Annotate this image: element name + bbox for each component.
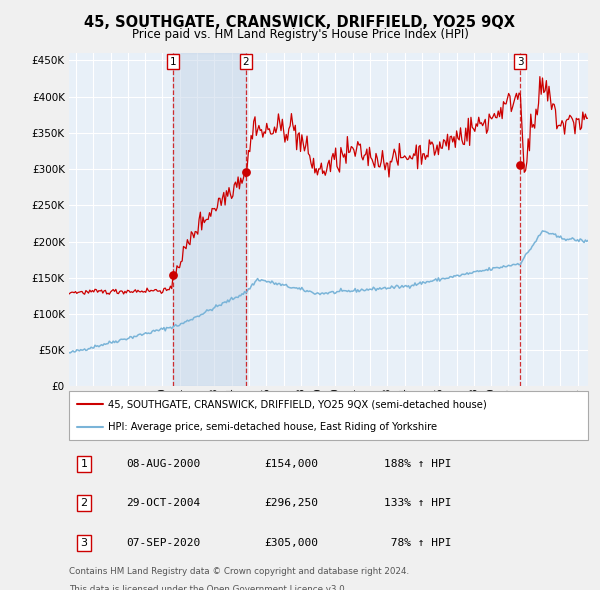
Text: 78% ↑ HPI: 78% ↑ HPI	[384, 538, 452, 548]
Text: 3: 3	[80, 538, 88, 548]
Text: 3: 3	[517, 57, 524, 67]
Text: £305,000: £305,000	[264, 538, 318, 548]
Text: Price paid vs. HM Land Registry's House Price Index (HPI): Price paid vs. HM Land Registry's House …	[131, 28, 469, 41]
Point	[515, 160, 525, 170]
Text: 2: 2	[242, 57, 249, 67]
Text: £296,250: £296,250	[264, 499, 318, 508]
Text: £154,000: £154,000	[264, 459, 318, 468]
Text: 29-OCT-2004: 29-OCT-2004	[126, 499, 200, 508]
Text: 07-SEP-2020: 07-SEP-2020	[126, 538, 200, 548]
Text: 45, SOUTHGATE, CRANSWICK, DRIFFIELD, YO25 9QX: 45, SOUTHGATE, CRANSWICK, DRIFFIELD, YO2…	[85, 15, 515, 30]
Text: 2: 2	[80, 499, 88, 508]
Text: 133% ↑ HPI: 133% ↑ HPI	[384, 499, 452, 508]
Text: 08-AUG-2000: 08-AUG-2000	[126, 459, 200, 468]
Text: 1: 1	[80, 459, 88, 468]
Text: This data is licensed under the Open Government Licence v3.0.: This data is licensed under the Open Gov…	[69, 585, 347, 590]
Text: 45, SOUTHGATE, CRANSWICK, DRIFFIELD, YO25 9QX (semi-detached house): 45, SOUTHGATE, CRANSWICK, DRIFFIELD, YO2…	[108, 399, 487, 409]
Text: Contains HM Land Registry data © Crown copyright and database right 2024.: Contains HM Land Registry data © Crown c…	[69, 567, 409, 576]
Point	[241, 167, 251, 176]
Point	[168, 270, 178, 280]
Text: 1: 1	[169, 57, 176, 67]
Text: HPI: Average price, semi-detached house, East Riding of Yorkshire: HPI: Average price, semi-detached house,…	[108, 422, 437, 432]
Bar	[173, 53, 246, 386]
Text: 188% ↑ HPI: 188% ↑ HPI	[384, 459, 452, 468]
FancyBboxPatch shape	[69, 391, 588, 440]
